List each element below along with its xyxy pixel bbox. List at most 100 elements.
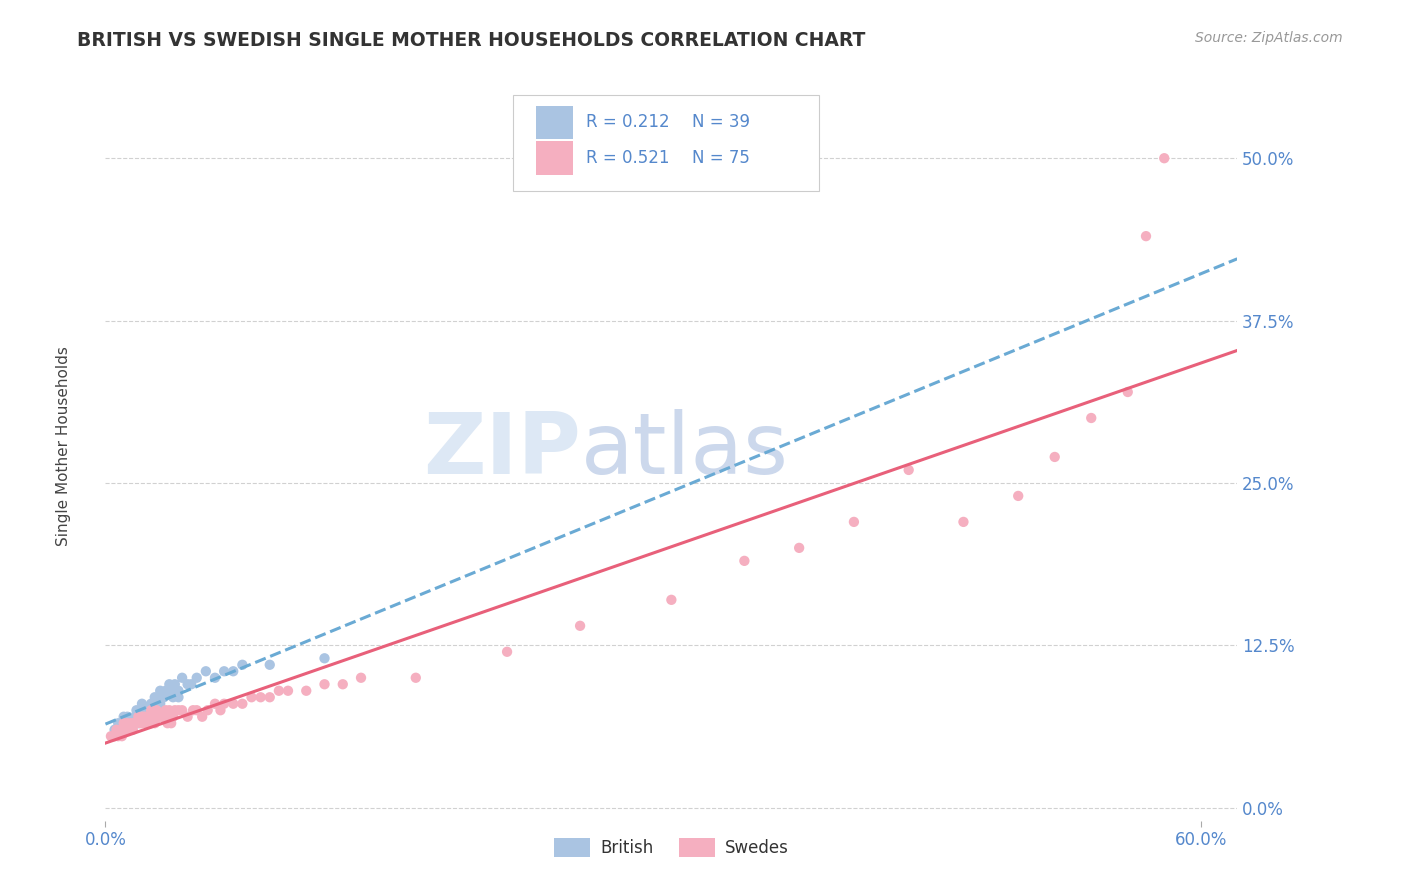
Point [787,541,810,555]
Point [127,716,149,731]
Point [186,671,208,685]
Point [129,716,152,731]
Point [153,710,176,724]
Point [897,463,920,477]
Point [114,723,136,737]
Point [212,697,235,711]
Point [212,665,235,679]
Point [139,703,162,717]
Text: Single Mother Households: Single Mother Households [56,346,70,546]
Point [117,710,139,724]
Point [1080,411,1102,425]
Point [142,710,165,724]
Point [1043,450,1066,464]
Bar [536,141,572,175]
Point [145,703,167,717]
Text: R = 0.212: R = 0.212 [586,113,671,131]
Point [117,716,139,731]
Point [295,683,318,698]
Point [156,716,179,731]
Point [135,703,157,717]
Point [100,729,122,743]
Point [191,710,214,724]
Point [1116,384,1139,399]
Point [167,683,190,698]
Point [162,690,184,705]
Point [132,710,155,724]
Point [197,703,219,717]
Point [167,703,190,717]
Point [111,729,134,743]
Point [135,716,157,731]
Point [150,710,173,724]
Point [163,677,186,691]
Point [569,619,592,633]
Point [131,697,153,711]
Point [157,683,180,698]
Point [155,703,177,717]
Point [172,671,194,685]
Point [1135,229,1157,244]
Point [162,710,184,724]
Point [240,690,263,705]
Point [124,710,146,724]
Point [259,657,281,672]
Point [108,723,131,737]
Point [209,703,232,717]
Point [112,716,135,731]
Point [108,723,131,737]
Point [222,665,245,679]
Point [267,683,290,698]
Point [350,671,373,685]
Point [120,716,142,731]
Point [131,703,153,717]
Point [149,697,172,711]
Point [149,710,172,724]
Text: atlas: atlas [581,409,789,492]
Point [314,677,336,691]
Text: R = 0.521: R = 0.521 [586,149,671,167]
Point [259,690,281,705]
Point [135,710,157,724]
Point [314,651,336,665]
Point [842,515,865,529]
Point [194,665,217,679]
Point [103,729,125,743]
Legend: British, Swedes: British, Swedes [547,831,796,864]
Point [167,690,190,705]
Point [231,697,253,711]
Text: N = 75: N = 75 [692,149,749,167]
Point [103,723,125,737]
Point [139,697,162,711]
Point [496,645,519,659]
Point [157,677,180,691]
Point [204,671,226,685]
Point [155,683,177,698]
Point [107,716,129,731]
Point [138,710,160,724]
Point [112,716,135,731]
Point [172,703,194,717]
Point [136,716,159,731]
Text: Source: ZipAtlas.com: Source: ZipAtlas.com [1195,31,1343,45]
Point [131,716,153,731]
Point [405,671,427,685]
Point [107,729,129,743]
Point [176,677,198,691]
Point [231,657,253,672]
Point [181,703,204,717]
Point [121,716,143,731]
Point [121,723,143,737]
Point [105,723,128,737]
Point [249,690,271,705]
Point [204,697,226,711]
Point [131,710,153,724]
FancyBboxPatch shape [513,95,818,191]
Point [139,716,162,731]
Point [153,690,176,705]
Point [157,703,180,717]
Point [1153,151,1175,165]
Point [186,703,208,717]
Text: N = 39: N = 39 [692,113,749,131]
Point [157,710,180,724]
